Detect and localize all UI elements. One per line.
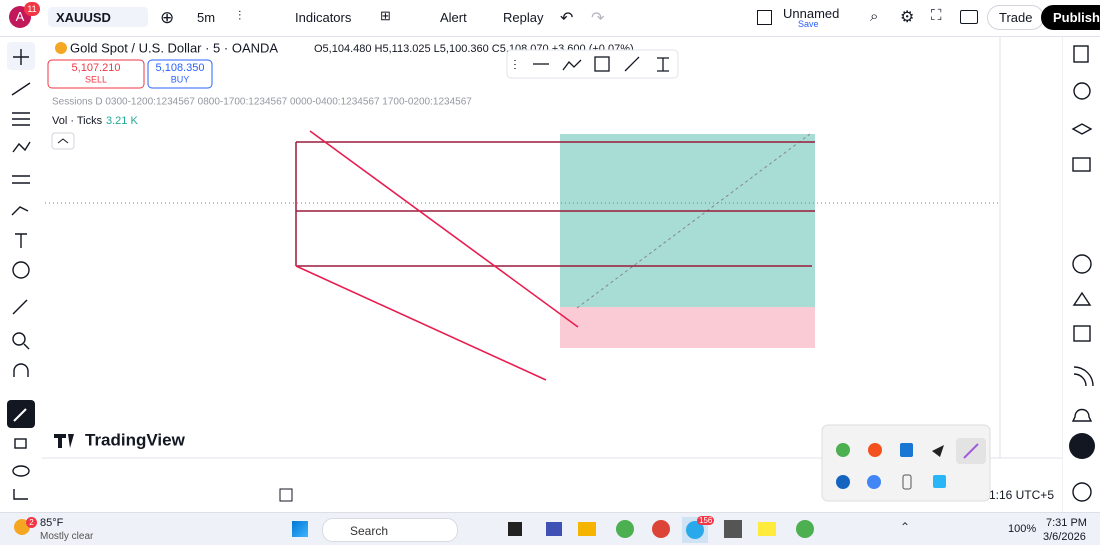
top-toolbar: A 11 XAUUSD ⊕ 5m ⫶ Indicators ⊞ Alert Re… (0, 0, 1100, 37)
redo[interactable]: ↷ (591, 10, 605, 27)
search-icon[interactable]: ⌕ (870, 8, 879, 25)
taskbar-apps[interactable] (466, 517, 814, 543)
start-button[interactable] (292, 521, 308, 537)
app-badge: 156 (697, 516, 715, 525)
trend-lines[interactable] (295, 130, 579, 381)
position-path (576, 133, 811, 309)
interval[interactable]: 5m (197, 10, 216, 25)
sidebar-icons (1071, 45, 1094, 502)
symbol[interactable]: XAUUSD (56, 10, 111, 25)
buy-button[interactable] (147, 59, 213, 89)
undo[interactable]: ↶ (560, 10, 574, 27)
add-symbol[interactable]: ⊕ (160, 8, 175, 27)
drawing-toolbar (506, 49, 679, 79)
clock-time[interactable]: 7:31 PM (1046, 517, 1087, 529)
symbol-search[interactable] (48, 7, 148, 27)
sell-button[interactable] (47, 59, 145, 89)
badge: 11 (24, 2, 40, 16)
fullscreen[interactable]: ⛶ (931, 7, 942, 24)
search-box[interactable] (322, 518, 458, 542)
alert[interactable]: Alert (440, 10, 467, 25)
tv-logo (54, 434, 74, 448)
buy-price: 5,108.350 (156, 62, 205, 74)
snapshot[interactable] (960, 10, 978, 24)
replay[interactable]: Replay (503, 10, 544, 25)
tool-icons (12, 438, 30, 500)
tray-overflow (821, 424, 991, 502)
symbol-logo (55, 42, 67, 54)
collapse-icon (57, 138, 69, 144)
long-stop-zone[interactable] (560, 307, 815, 348)
tool-icons (11, 49, 31, 377)
volume-legend: Vol · Ticks (52, 115, 103, 127)
chart: Gold Spot / U.S. Dollar · 5 · OANDA O5,1… (42, 37, 1062, 512)
sell-label: SELL (85, 74, 107, 84)
weather-condition: Mostly clear (40, 531, 94, 542)
settings[interactable]: ⚙ (900, 9, 915, 26)
watermark: TradingView (85, 430, 186, 449)
layouts[interactable]: ⊞ (380, 8, 391, 23)
chart-type[interactable]: ⫶ (238, 8, 242, 23)
layout-icon (757, 10, 772, 25)
indicators[interactable]: Indicators (295, 10, 352, 25)
apps-button[interactable] (1069, 433, 1095, 459)
sessions-legend: Sessions D 0300-1200:1234567 0800-1700:1… (52, 97, 472, 108)
publish-button[interactable]: Publish (1041, 5, 1100, 30)
horizontal-lines[interactable] (295, 141, 815, 267)
sell-price: 5,107.210 (72, 62, 121, 74)
volume-legend-value: 3.21 K (106, 115, 138, 127)
weather-badge: 2 (26, 517, 37, 528)
tray-chevron[interactable]: ⌃ (900, 520, 911, 534)
save[interactable]: Save (798, 19, 819, 29)
clock: 31:16 UTC+5 (982, 488, 1054, 502)
search-label: Search (350, 524, 389, 538)
clock-date[interactable]: 3/6/2026 (1043, 531, 1086, 543)
tool-icon (13, 408, 27, 422)
drawing-tools[interactable] (514, 56, 669, 72)
buy-label: BUY (171, 74, 190, 84)
long-profit-zone[interactable] (560, 134, 815, 307)
tray-icons[interactable] (836, 438, 986, 490)
trade-button[interactable]: Trade (987, 5, 1045, 30)
battery[interactable]: 100% (1008, 523, 1037, 535)
left-toolbar (7, 42, 35, 500)
taskbar: 2 85°F Mostly clear Search 156 ⌃ 100% 7:… (0, 512, 1100, 545)
chart-layer: Gold Spot / U.S. Dollar · 5 · OANDA O5,1… (42, 37, 1062, 512)
collapse-legend[interactable] (51, 132, 75, 150)
layout-name[interactable]: Unnamed (783, 6, 840, 21)
right-sidebar (1062, 37, 1095, 512)
temperature[interactable]: 85°F (40, 517, 64, 529)
date-range-icon[interactable] (279, 488, 293, 502)
chart-title: Gold Spot / U.S. Dollar · 5 · OANDA (70, 40, 278, 55)
